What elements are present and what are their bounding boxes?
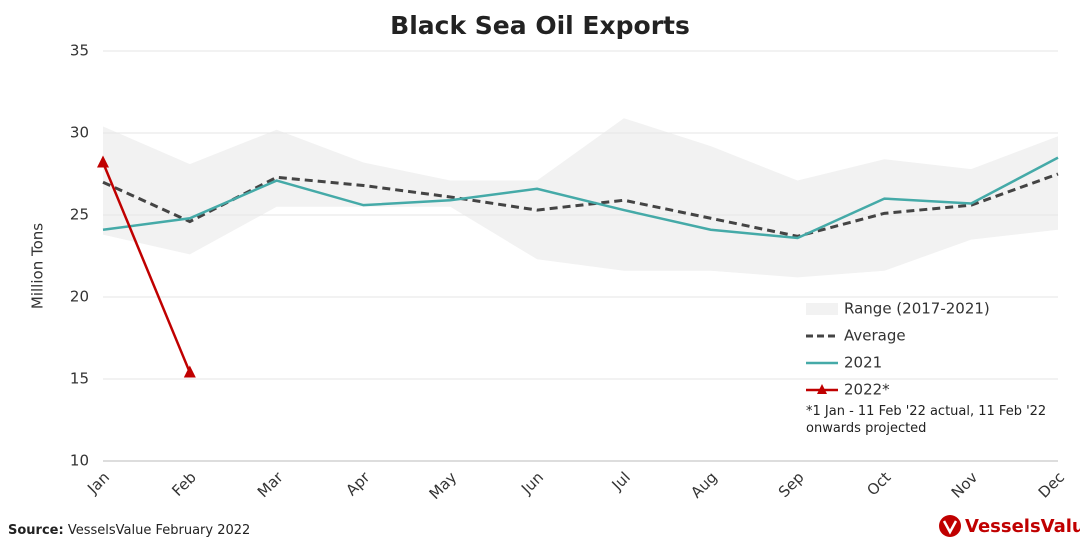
annotation: *1 Jan - 11 Feb '22 actual, 11 Feb '22 o… bbox=[806, 404, 1047, 436]
legend-label: 2022* bbox=[844, 381, 890, 399]
legend-marker bbox=[817, 384, 827, 394]
logo-mark bbox=[942, 520, 958, 535]
logo: VesselsValue bbox=[965, 516, 1080, 537]
source: Source: VesselsValue February 2022 bbox=[8, 523, 250, 538]
x-tick-label: May bbox=[426, 468, 461, 503]
x-tick-label: Sep bbox=[775, 468, 808, 501]
line-series bbox=[101, 162, 191, 373]
y-tick-label: 10 bbox=[70, 452, 89, 470]
legend-label: 2021 bbox=[844, 354, 882, 372]
x-tick-label: Aug bbox=[687, 468, 720, 501]
line-series bbox=[102, 156, 1059, 240]
x-tick-label: Jan bbox=[83, 468, 113, 498]
range-band bbox=[103, 118, 1058, 278]
source-text: VesselsValue February 2022 bbox=[67, 523, 251, 538]
x-tick-label: Oct bbox=[863, 468, 894, 499]
x-tick-label: Jun bbox=[517, 468, 547, 498]
chart-title: Black Sea Oil Exports bbox=[390, 11, 690, 40]
x-tick-label: Jul bbox=[608, 468, 634, 494]
y-axis-label: Million Tons bbox=[29, 223, 47, 309]
legend-swatch bbox=[806, 303, 838, 315]
marker bbox=[97, 155, 109, 168]
marker bbox=[183, 365, 196, 378]
legend-label: Range (2017-2021) bbox=[844, 300, 990, 318]
y-tick-label: 30 bbox=[70, 124, 89, 142]
x-tick-label: Nov bbox=[948, 468, 982, 502]
x-tick-label: Feb bbox=[168, 468, 200, 500]
x-tick-label: Apr bbox=[342, 468, 374, 500]
y-tick-label: 20 bbox=[70, 288, 89, 306]
line-series bbox=[102, 172, 1059, 238]
y-tick-label: 25 bbox=[70, 206, 89, 224]
y-tick-label: 35 bbox=[70, 42, 89, 60]
logo-icon bbox=[939, 515, 961, 537]
x-tick-label: Dec bbox=[1035, 468, 1068, 501]
legend-label: Average bbox=[844, 327, 906, 345]
y-tick-label: 15 bbox=[70, 370, 89, 388]
source-label: Source: bbox=[8, 523, 64, 538]
x-tick-label: Mar bbox=[254, 468, 287, 501]
